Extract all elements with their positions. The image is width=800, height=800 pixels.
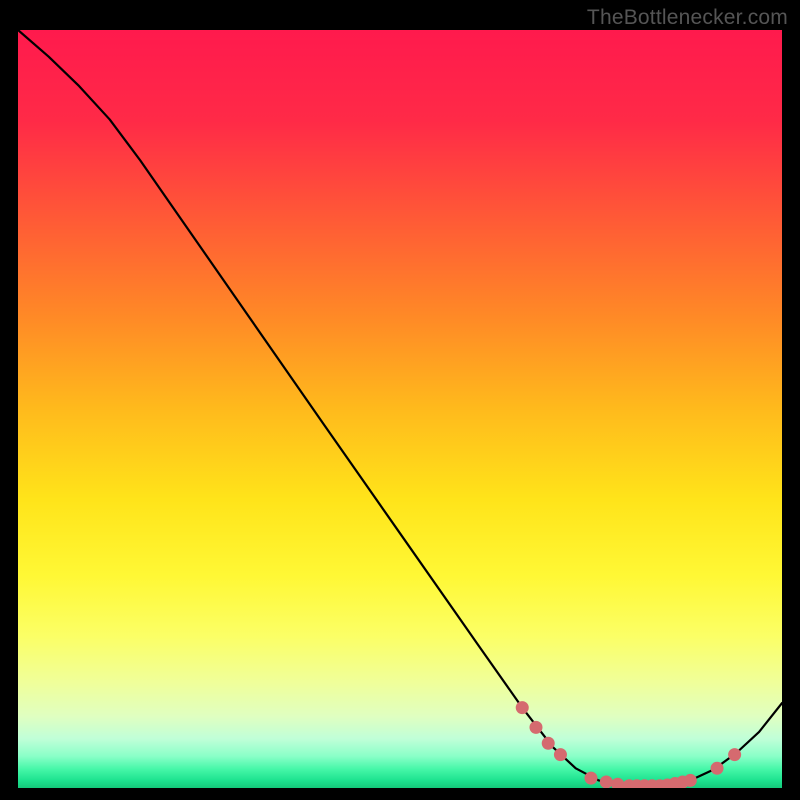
scatter-point <box>600 775 613 788</box>
viewport: TheBottlenecker.com <box>0 0 800 800</box>
scatter-point <box>542 737 555 750</box>
scatter-point <box>516 701 529 714</box>
bottleneck-chart <box>18 30 782 788</box>
scatter-point <box>728 748 741 761</box>
watermark-text: TheBottlenecker.com <box>587 6 788 30</box>
scatter-point <box>684 774 697 787</box>
scatter-point <box>554 748 567 761</box>
chart-background <box>18 30 782 788</box>
scatter-point <box>711 762 724 775</box>
scatter-point <box>585 772 598 785</box>
scatter-point <box>529 721 542 734</box>
